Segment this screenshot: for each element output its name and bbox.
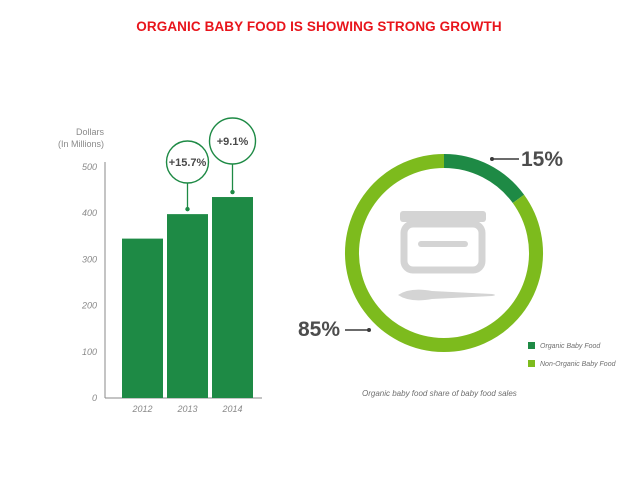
organic-leader-dot (490, 157, 494, 161)
legend-label-non-organic: Non-Organic Baby Food (540, 361, 617, 368)
organic-percent-label: 15% (521, 148, 563, 171)
slide-title: ORGANIC BABY FOOD IS SHOWING STRONG GROW… (136, 19, 502, 34)
legend-swatch-organic (528, 342, 535, 349)
legend-label-organic: Organic Baby Food (540, 343, 601, 350)
y-tick-label: 0 (92, 393, 97, 403)
y-axis-title-line-1: Dollars (76, 127, 105, 137)
bar-2013 (167, 214, 208, 398)
growth-callout-dot (185, 206, 190, 212)
bar-2014 (212, 197, 253, 398)
y-tick-label: 500 (82, 162, 97, 172)
growth-callout-circle (165, 140, 210, 184)
donut-chart: 15% 85% Organic Baby Food Non-Organic Ba… (298, 148, 617, 398)
y-tick-label: 100 (82, 347, 97, 357)
y-tick-label: 200 (81, 301, 97, 311)
x-tick-label: 2013 (176, 404, 197, 414)
growth-callout-label: +9.1% (217, 136, 249, 148)
y-axis-title-line-2: (In Millions) (58, 139, 104, 149)
x-tick-label: 2012 (131, 404, 152, 414)
legend-swatch-non-organic (528, 360, 535, 367)
x-tick-label: 2014 (221, 404, 242, 414)
growth-callout-dot (230, 189, 235, 195)
bar-2012 (122, 238, 163, 398)
donut-caption: Organic baby food share of baby food sal… (362, 389, 517, 398)
bar-chart: Dollars (In Millions) 0 100 200 300 400 500 2… (58, 117, 262, 414)
growth-callout-circle (208, 117, 257, 165)
non-organic-percent-label: 85% (298, 318, 340, 341)
baby-food-jar-spoon-icon (398, 211, 495, 301)
y-tick-label: 400 (82, 208, 97, 218)
growth-callout-label: +15.7% (169, 157, 207, 169)
non-organic-leader-dot (367, 328, 371, 332)
donut-slice-non-organic (345, 154, 543, 352)
y-tick-label: 300 (82, 254, 97, 264)
legend: Organic Baby Food Non-Organic Baby Food (528, 342, 617, 368)
donut-slice-organic (443, 154, 525, 204)
